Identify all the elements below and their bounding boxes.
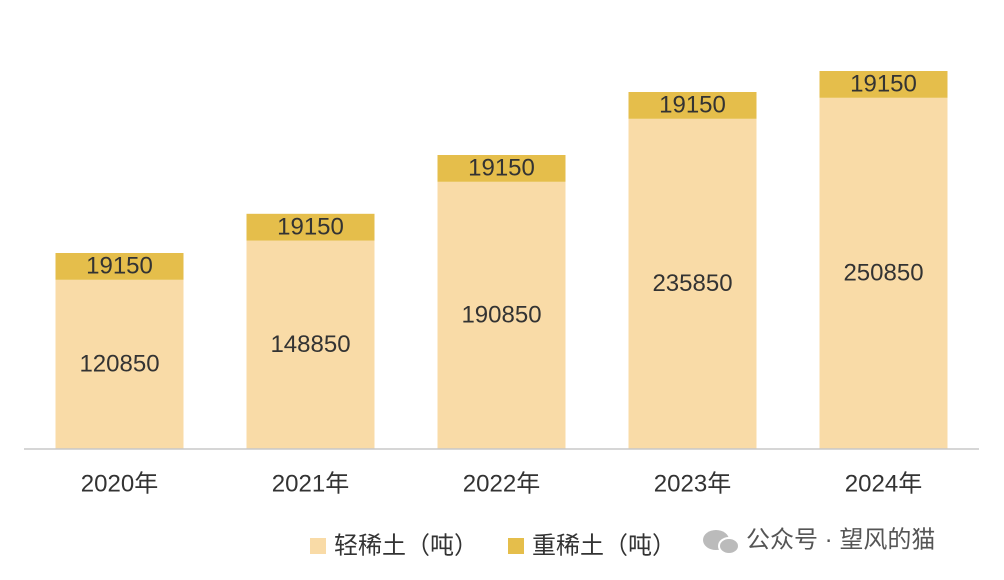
value-label: 250850: [843, 260, 923, 287]
value-label: 19150: [850, 71, 917, 98]
value-label: 19150: [86, 253, 153, 280]
value-label: 19150: [277, 214, 344, 241]
bar-segment: [437, 181, 566, 449]
bar-segment: [437, 155, 566, 182]
value-label: 19150: [659, 92, 726, 119]
bar-segment: [628, 118, 757, 449]
x-tick-label: 2020年: [81, 470, 158, 497]
bar-segment: [819, 71, 948, 98]
x-tick-label: 2022年: [463, 470, 540, 497]
legend-swatch: [310, 538, 326, 554]
bar-segment: [55, 253, 184, 280]
value-label: 235850: [652, 270, 732, 297]
bar-segment: [246, 213, 375, 241]
x-tick-label: 2023年: [654, 470, 731, 497]
watermark: 公众号 · 望风的猫: [703, 526, 935, 555]
x-tick-label: 2021年: [272, 470, 349, 497]
x-tick-label: 2024年: [845, 470, 922, 497]
bar-segment: [628, 92, 757, 119]
value-label: 19150: [468, 155, 535, 182]
value-label: 148850: [270, 331, 350, 358]
legend-label: 重稀土（吨）: [532, 532, 676, 559]
bar-segment: [819, 97, 948, 449]
legend-label: 轻稀土（吨）: [334, 532, 478, 559]
legend-swatch: [508, 538, 524, 554]
bar-segment: [55, 279, 184, 449]
bar-segment: [246, 240, 375, 449]
value-label: 120850: [79, 351, 159, 378]
watermark-text: 公众号 · 望风的猫: [746, 526, 935, 553]
watermark-icon: [718, 537, 740, 555]
value-label: 190850: [461, 302, 541, 329]
